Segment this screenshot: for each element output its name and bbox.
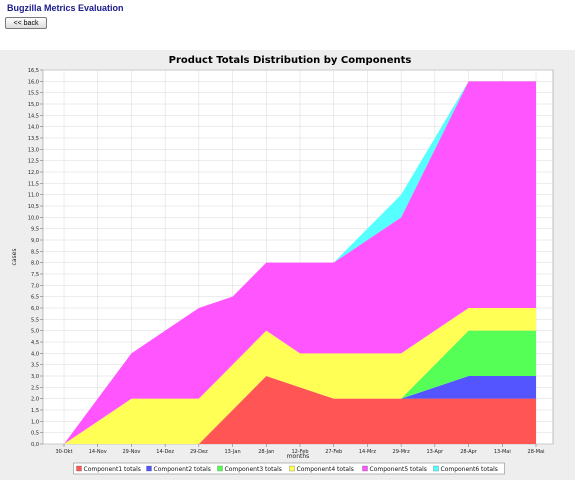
series-area — [64, 81, 536, 444]
x-tick-label: 13-Apr — [426, 449, 444, 455]
y-tick-label: 11,0 — [28, 193, 39, 199]
legend-swatch — [289, 465, 295, 472]
x-tick-label: 29-Dez — [190, 449, 208, 455]
legend-box — [73, 462, 505, 475]
y-tick-label: 0,5 — [31, 431, 39, 437]
series-area — [64, 330, 536, 444]
y-tick-label: 0,0 — [31, 442, 39, 448]
legend-label: Component2 totals — [154, 466, 211, 473]
y-tick-label: 12,5 — [28, 159, 39, 165]
x-tick-label: 12-Feb — [291, 449, 308, 455]
x-tick-label: 13-Mai — [494, 449, 511, 455]
y-tick-label: 3,5 — [31, 363, 39, 369]
legend-swatch — [76, 465, 82, 472]
legend-label: Component5 totals — [370, 466, 427, 473]
y-tick-label: 13,0 — [28, 147, 39, 153]
legend-swatch — [146, 465, 152, 472]
series-area — [64, 81, 536, 444]
x-tick-label: 13-Jan — [224, 449, 240, 455]
y-tick-label: 14,0 — [28, 125, 39, 131]
legend-swatch — [433, 465, 439, 472]
y-tick-label: 10,0 — [28, 215, 39, 221]
y-tick-label: 14,5 — [28, 113, 39, 119]
legend-swatch — [362, 465, 368, 472]
app-title: Bugzilla Metrics Evaluation — [7, 3, 124, 13]
legend-label: Component6 totals — [441, 466, 498, 473]
y-tick-label: 6,0 — [31, 306, 39, 312]
y-tick-label: 9,0 — [31, 238, 39, 244]
y-tick-label: 16,5 — [28, 68, 39, 74]
legend-label: Component1 totals — [84, 466, 141, 473]
y-tick-label: 8,5 — [31, 249, 39, 255]
y-tick-label: 15,5 — [28, 91, 39, 97]
y-tick-label: 15,0 — [28, 102, 39, 108]
y-tick-label: 4,5 — [31, 340, 39, 346]
chart-title: Product Totals Distribution by Component… — [169, 55, 412, 66]
x-tick-label: 27-Feb — [325, 449, 342, 455]
x-tick-label: 30-Okt — [55, 449, 72, 455]
legend-swatch — [217, 465, 223, 472]
y-tick-label: 2,0 — [31, 397, 39, 403]
chart-panel: Product Totals Distribution by Component… — [0, 50, 575, 480]
legend: Component1 totals Component2 totals Compon… — [73, 462, 505, 475]
y-axis-label: cases — [11, 249, 18, 266]
y-tick-label: 10,5 — [28, 204, 39, 210]
y-tick-label: 13,5 — [28, 136, 39, 142]
x-tick-label: 29-Nov — [122, 449, 140, 455]
x-tick-label: 14-Mrz — [359, 449, 377, 455]
y-tick-label: 2,5 — [31, 385, 39, 391]
y-tick-label: 5,5 — [31, 317, 39, 323]
y-axis-ticks: 0,0 0,5 1,0 1,5 2,0 2,5 3,0 3,5 4,0 4,5 5,0 5,5 6,0 6… — [28, 68, 43, 448]
series-areas — [64, 81, 536, 444]
y-tick-label: 9,5 — [31, 227, 39, 233]
x-tick-label: 28-Mai — [528, 449, 545, 455]
legend-label: Component3 totals — [225, 466, 282, 473]
y-tick-label: 1,0 — [31, 419, 39, 425]
x-tick-label: 14-Dez — [156, 449, 174, 455]
x-tick-label: 28-Apr — [460, 449, 478, 455]
legend-label: Component4 totals — [297, 466, 354, 473]
y-tick-label: 7,0 — [31, 283, 39, 289]
y-tick-label: 6,5 — [31, 295, 39, 301]
x-axis-label: months — [287, 453, 310, 460]
stacked-area-chart: Product Totals Distribution by Component… — [0, 50, 575, 480]
x-tick-label: 29-Mrz — [393, 449, 411, 455]
y-tick-label: 8,0 — [31, 261, 39, 267]
y-tick-label: 4,0 — [31, 351, 39, 357]
x-axis-ticks: 30-Okt 14-Nov 29-Nov 14-Dez 29-Dez 13-Jan 28-J… — [55, 444, 544, 455]
x-tick-label: 28-Jan — [258, 449, 274, 455]
y-tick-label: 16,0 — [28, 79, 39, 85]
y-tick-label: 1,5 — [31, 408, 39, 414]
x-tick-label: 14-Nov — [89, 449, 107, 455]
series-area — [64, 376, 536, 444]
y-tick-label: 5,0 — [31, 329, 39, 335]
back-button[interactable]: << back — [5, 17, 47, 29]
y-tick-label: 11,5 — [28, 181, 39, 187]
y-tick-label: 3,0 — [31, 374, 39, 380]
y-tick-label: 12,0 — [28, 170, 39, 176]
y-tick-label: 7,5 — [31, 272, 39, 278]
